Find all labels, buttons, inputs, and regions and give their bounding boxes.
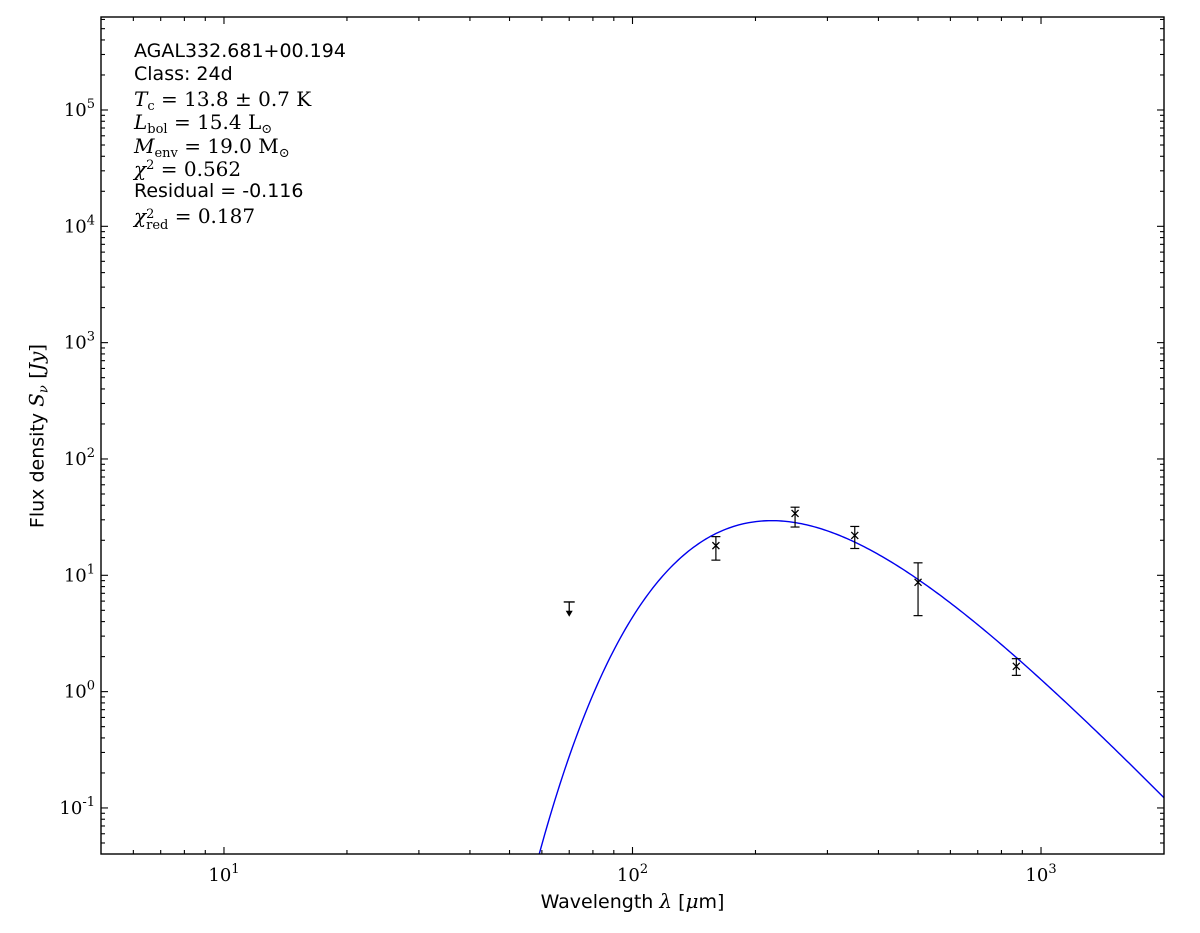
text-segment: T [134,86,148,111]
text-segment: [ [24,371,49,386]
data-points [563,506,1021,676]
text-segment: S [24,393,49,407]
text-segment: Jy [24,351,49,372]
annotation-line-class: Class: 24d [134,63,346,86]
text-segment: m] [698,891,725,913]
tick-label: 101 [64,562,95,586]
text-segment: ν [36,385,52,394]
text-segment: Flux density [26,406,49,529]
text-segment: Wavelength [540,891,660,913]
text-segment: Class: 24d [134,63,233,86]
annotation-line-chi-squared-reduced: χ 2 red = 0.187 [134,203,346,232]
annotation-line-dust-temperature: Tc = 13.8 ± 0.7 K [134,86,346,114]
text-segment: 2 [146,157,155,173]
text-segment: ⊙ [261,122,273,138]
tick-label: 102 [64,446,95,470]
annotation-line-residual: Residual = -0.116 [134,180,346,203]
text-segment: [ [672,891,686,913]
tick-label: 105 [64,97,95,121]
data-point-500um [913,562,923,617]
text-segment: λ [659,889,673,913]
fit-annotation-block: AGAL332.681+00.194 Class: 24d Tc = 13.8 ± … [134,40,346,232]
text-segment: AGAL332.681+00.194 [134,40,346,62]
text-segment: Residual = -0.116 [134,180,304,203]
text-segment: μ [685,889,699,913]
tick-labels: 101 102 103 105 104 103 102 101 100 10-1 [59,97,1056,886]
tick-label: 10-1 [59,795,95,819]
axes-frame [100,16,1165,855]
text-segment: χ [134,203,147,228]
sed-model-curve [538,519,1164,854]
text-segment: bol [147,122,168,138]
tick-label: 103 [64,330,95,354]
data-point-870um [1011,658,1021,676]
annotation-line-chi-squared: χ2 = 0.562 [134,156,346,181]
x-axis-label: Wavelength λ [μm] [101,889,1164,913]
data-point-350um [850,525,860,550]
data-point-160um [711,536,721,561]
tick-label: 100 [64,679,95,703]
tick-label: 102 [617,862,648,886]
data-point-70um [563,601,575,617]
upper-limit-arrow [565,610,573,617]
text-segment: M [134,133,155,158]
math-supsub: 2 red [146,206,169,233]
data-point-250um [790,506,800,528]
text-segment: = 19.0 M [177,133,279,158]
text-segment: = 0.187 [168,203,256,228]
annotation-line-envelope-mass: Menv = 19.0 M⊙ [134,133,346,161]
text-segment: ⊙ [278,145,290,161]
annotation-line-source-name: AGAL332.681+00.194 [134,40,346,63]
text-segment: ] [24,343,49,352]
tick-label: 103 [1025,862,1056,886]
annotation-line-bolometric-luminosity: Lbol = 15.4 L⊙ [134,110,346,137]
text-segment: L [134,110,148,135]
tick-label: 101 [208,862,239,886]
text-segment: χ [134,156,147,181]
text-segment: = 0.562 [154,156,242,181]
text-segment: env [154,145,178,161]
text-segment: = 13.8 ± 0.7 K [154,86,312,111]
tick-label: 104 [64,213,95,237]
text-segment: c [147,98,155,114]
text-segment: = 15.4 L [167,110,262,135]
y-axis-label: Flux density Sν [Jy] [25,344,52,528]
